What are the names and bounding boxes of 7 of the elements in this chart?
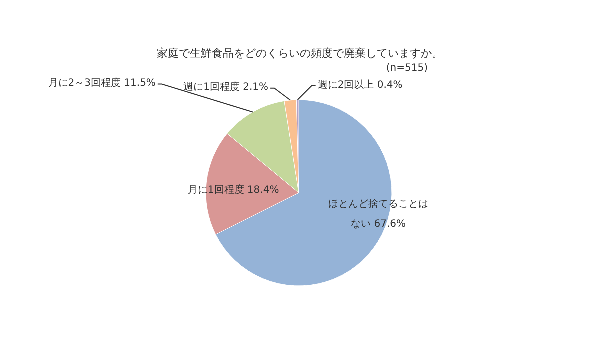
text: (n=515) [386, 63, 428, 74]
slice-label: 週に2回以上 0.4% [318, 78, 403, 92]
chart-title: 家庭で生鮮食品をどのくらいの頻度で廃棄していますか。 [157, 46, 443, 61]
slice-label: 週に1回程度 2.1% [184, 80, 269, 94]
slice-label: 月に2～3回程度 11.5% [48, 76, 156, 90]
slice-label: ほとんど捨てることはない 67.6% [328, 198, 429, 232]
slice-label: 月に1回程度 18.4% [188, 184, 280, 197]
